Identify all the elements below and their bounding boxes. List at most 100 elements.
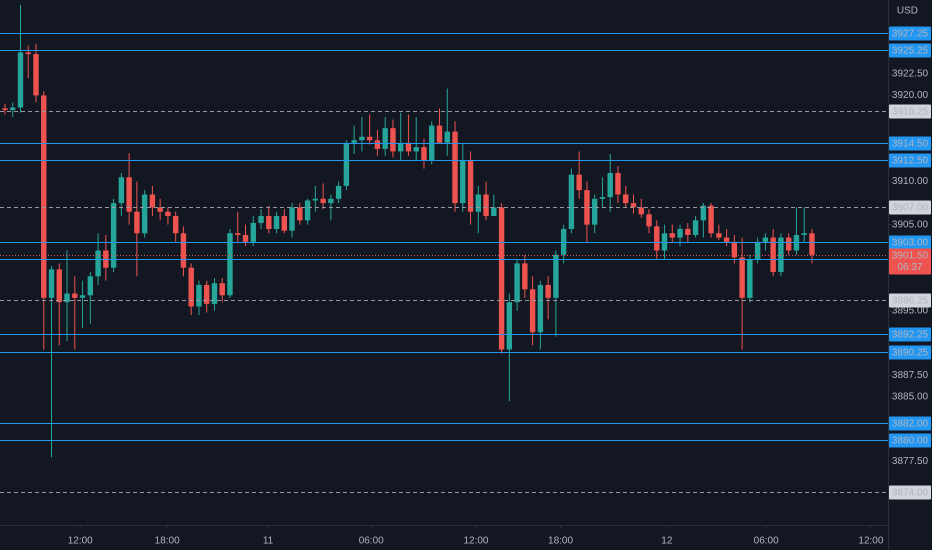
candle-body [312,198,319,201]
candle-body [785,237,792,251]
candle-body [17,52,24,108]
candle-body [320,198,326,204]
candle-body [366,136,373,141]
candle-body [157,207,163,212]
candle-body [522,263,528,290]
candle-body [739,257,745,298]
candle-body [141,194,148,234]
level-label-box [889,293,931,308]
candle-body [545,284,551,298]
candle-body [778,237,784,273]
candle-body [33,54,39,96]
candle-body [242,234,249,242]
candle-body [297,207,303,221]
candle-body [118,177,125,204]
level-label-box [889,235,931,250]
currency-badge[interactable]: USD [892,3,928,18]
level-label-box [889,416,931,431]
candle-body [273,216,280,229]
y-tick-label: 3920.00 [892,90,929,101]
candle-body [584,190,590,225]
level-label: 3874.00 [892,488,929,499]
candle-body [661,233,668,251]
level-label: 3890.25 [892,348,929,359]
candle-body [623,194,629,204]
candle-body [809,233,815,255]
candle-body [281,216,288,231]
candle-body [390,128,396,152]
level-label: 3903.00 [892,238,929,249]
x-tick-label: 12:00 [463,536,488,547]
candle-body [591,198,598,225]
candle-body [95,250,101,277]
x-tick-label: 12:00 [68,536,93,547]
candle-body [491,207,497,217]
candle-body [483,194,489,217]
candle-body [630,203,637,208]
y-tick-label: 3885.00 [892,392,929,403]
candle-body [149,194,156,208]
candle-body [25,52,31,55]
y-tick-label: 3887.50 [892,370,929,381]
candle-body [444,131,450,143]
candle-body [754,241,761,260]
candle-body [560,228,567,255]
candle-body [2,108,8,111]
currency-box[interactable] [892,3,928,18]
candle-body [126,177,132,212]
candle-body [553,254,559,298]
level-label: 3882.00 [892,419,929,430]
candle-body [56,269,62,303]
candle-body [708,205,714,234]
candle-body [188,267,194,307]
candle-body [654,226,660,251]
candle-body [227,233,233,296]
candle-body [335,185,342,199]
candle-body [258,216,264,223]
level-label-box [889,104,931,119]
candle-body [607,172,613,198]
candle-body [537,284,544,333]
candle-body [204,284,210,304]
candle-body [413,147,419,152]
level-label: 3892.25 [892,330,929,341]
candle-body [343,142,350,186]
level-label: 3896.25 [892,296,929,307]
candle-body [646,214,652,227]
candle-body [79,295,86,298]
candle-body [421,147,427,161]
candle-body [110,203,117,268]
candle-body [289,207,295,231]
candle-body [429,125,435,161]
y-tick-label: 3922.50 [892,69,929,80]
candle-body [48,269,55,298]
level-label: 3925.25 [892,46,929,57]
candle-body [452,131,458,204]
candle-body [172,216,179,234]
candle-body [638,207,644,215]
candle-body [165,211,171,217]
candle-body [615,172,621,195]
level-label-box [889,26,931,41]
currency[interactable]: USD [897,6,918,17]
candle-body [677,228,683,238]
candle-body [723,237,730,242]
level-label: 3880.00 [892,436,929,447]
candle-body [700,205,707,221]
candle-body [374,140,381,149]
candle-body [211,283,218,304]
candle-body [328,198,334,204]
candle-body [219,283,225,296]
x-tick-label: 12:00 [858,536,883,547]
candle-body [359,136,365,141]
y-tick-label: 3877.50 [892,456,929,467]
candle-body [716,233,722,238]
candle-body [72,293,78,298]
candle-body [568,174,575,229]
candle-body [398,142,404,152]
level-label-box [889,485,931,500]
countdown-label: 06:37 [897,262,922,273]
x-tick-label: 11 [263,536,274,547]
candle-body [506,302,513,350]
